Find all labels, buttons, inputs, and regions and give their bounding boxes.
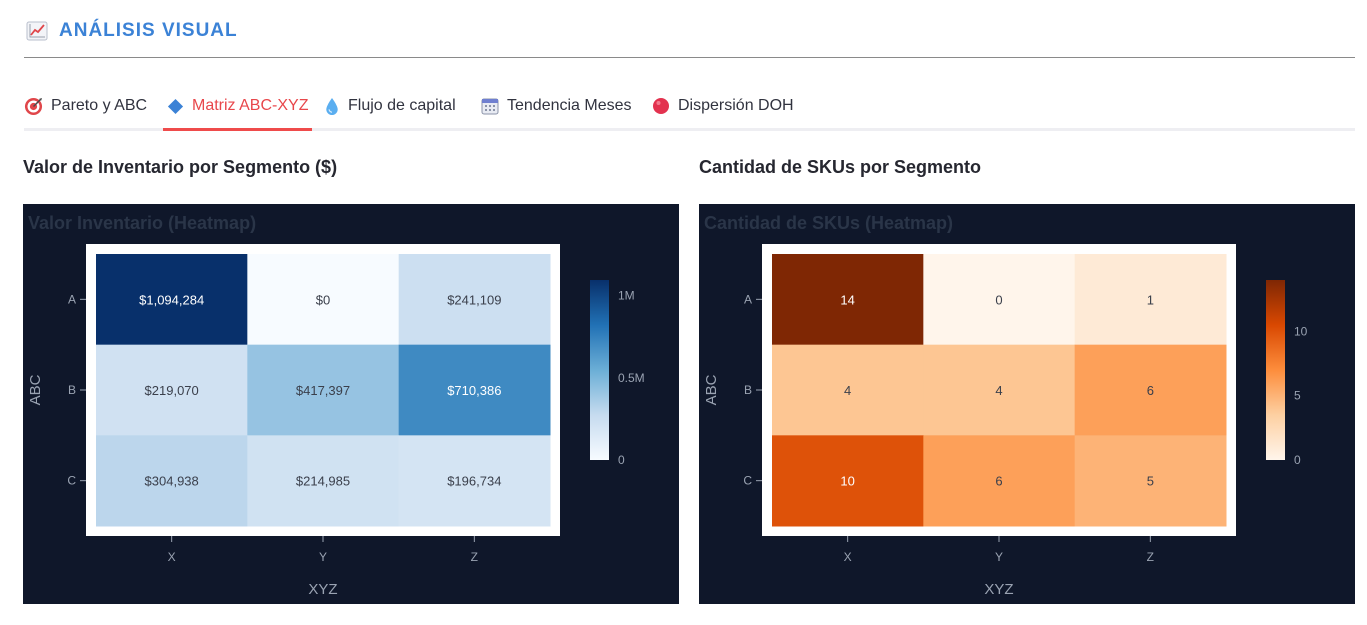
blue-diamond-icon: [167, 98, 184, 114]
y-tick-label: C: [743, 474, 752, 488]
x-tick-label: Z: [1147, 550, 1154, 564]
tab-flujo-capital[interactable]: Flujo de capital: [324, 84, 456, 128]
y-tick-label: B: [68, 383, 76, 397]
tab-label: Matriz ABC-XYZ: [192, 97, 309, 114]
cell-label-CY: $214,985: [296, 474, 350, 489]
cell-label-BZ: 6: [1147, 383, 1154, 398]
colorbar: [590, 280, 609, 460]
cell-label-CX: 10: [840, 474, 854, 489]
calendar-icon: [481, 98, 499, 115]
heatmap-cell-AY[interactable]: [247, 254, 400, 346]
colorbar: [1266, 280, 1285, 460]
colorbar-tick-label: 5: [1294, 389, 1301, 403]
valor-inventario-heatmap-panel: Valor Inventario (Heatmap) $1,094,284 $0 $2…: [23, 204, 679, 604]
chart-title-0: Valor Inventario (Heatmap): [28, 213, 256, 233]
tab-label: Dispersión DOH: [678, 97, 794, 114]
tab-label: Pareto y ABC: [51, 97, 148, 114]
heatmap-cell-BX[interactable]: [96, 344, 248, 436]
y-axis-title: ABC: [703, 374, 720, 405]
tab-matriz-abc-xyz[interactable]: Matriz ABC-XYZ: [163, 84, 313, 131]
colorbar-tick-label: 10: [1294, 324, 1308, 338]
cell-label-AZ: $241,109: [447, 292, 501, 307]
colorbar-tick-label: 0: [1294, 453, 1301, 467]
cell-label-BY: 4: [995, 383, 1002, 398]
page-title: ANÁLISIS VISUAL: [59, 20, 238, 41]
heatmap-cell-AY[interactable]: [923, 254, 1076, 346]
cantidad-skus-heatmap-panel: Cantidad de SKUs (Heatmap) 14 0 1 4 4 6 10 6 5 A B C…: [699, 204, 1355, 604]
y-tick-label: A: [68, 292, 76, 306]
heatmap-cell-CZ[interactable]: [398, 435, 551, 527]
heatmap-cell-CX[interactable]: [96, 435, 248, 527]
heatmap-cell-CY[interactable]: [247, 435, 400, 527]
heatmap-cell-CZ[interactable]: [1074, 435, 1227, 527]
heatmap-cell-CX[interactable]: [772, 435, 924, 527]
chart-title-1: Cantidad de SKUs (Heatmap): [704, 213, 953, 233]
cell-label-AY: 0: [995, 292, 1002, 307]
cell-label-AZ: 1: [1147, 292, 1154, 307]
cell-label-BZ: $710,386: [447, 383, 501, 398]
droplet-icon: [326, 97, 338, 115]
target-icon: [24, 97, 43, 115]
cell-label-CY: 6: [995, 474, 1002, 489]
section-title-valor-inventario: Valor de Inventario por Segmento ($): [23, 157, 338, 177]
cell-label-CX: $304,938: [145, 474, 199, 489]
cell-label-BY: $417,397: [296, 383, 350, 398]
tab-bar: Pareto y ABC Matriz ABC-XYZ Flujo de cap…: [24, 84, 1355, 131]
cell-label-AX: 14: [840, 292, 854, 307]
tab-label: Flujo de capital: [348, 97, 456, 114]
valor-inventario-heatmap: Valor Inventario (Heatmap) $1,094,284 $0 $2…: [27, 213, 645, 598]
tab-pareto-abc[interactable]: Pareto y ABC: [24, 84, 147, 128]
cell-label-CZ: 5: [1147, 474, 1154, 489]
x-tick-label: X: [844, 550, 852, 564]
y-tick-label: B: [744, 383, 752, 397]
cell-label-AX: $1,094,284: [139, 292, 204, 307]
x-axis-title: XYZ: [308, 581, 337, 598]
heatmap-cell-AX[interactable]: [96, 254, 248, 346]
red-circle-icon: [653, 98, 669, 114]
cantidad-skus-heatmap: Cantidad de SKUs (Heatmap)14 0 14 4 610 6 5ABC…: [703, 213, 1308, 598]
x-tick-label: X: [168, 550, 176, 564]
section-title-cantidad-skus: Cantidad de SKUs por Segmento: [699, 157, 982, 177]
x-axis-title: XYZ: [984, 581, 1013, 598]
heatmap-cell-BZ[interactable]: [398, 344, 551, 436]
heatmap-cell-BY[interactable]: [247, 344, 400, 436]
colorbar-tick-label: 0.5M: [618, 371, 645, 385]
heatmap-cell-AX[interactable]: [772, 254, 924, 346]
page-header: ANÁLISIS VISUAL: [24, 18, 1355, 58]
heatmap-cell-AZ[interactable]: [1074, 254, 1227, 346]
x-tick-label: Y: [995, 550, 1003, 564]
cell-label-BX: $219,070: [145, 383, 199, 398]
colorbar-tick-label: 0: [618, 453, 625, 467]
cell-label-BX: 4: [844, 383, 851, 398]
colorbar-tick-label: 1M: [618, 289, 635, 303]
y-tick-label: A: [744, 292, 752, 306]
x-tick-label: Z: [471, 550, 478, 564]
chart-increasing-icon: [26, 21, 48, 41]
heatmap-cell-BZ[interactable]: [1074, 344, 1227, 436]
heatmap-cell-CY[interactable]: [923, 435, 1076, 527]
tab-label: Tendencia Meses: [507, 97, 632, 114]
cell-label-CZ: $196,734: [447, 474, 501, 489]
heatmap-cell-BX[interactable]: [772, 344, 924, 436]
cell-label-AY: $0: [316, 292, 330, 307]
y-axis-title: ABC: [27, 374, 44, 405]
tab-tendencia-meses[interactable]: Tendencia Meses: [481, 84, 632, 128]
tab-dispersion-doh[interactable]: Dispersión DOH: [652, 84, 794, 128]
heatmap-cell-BY[interactable]: [923, 344, 1076, 436]
y-tick-label: C: [67, 474, 76, 488]
x-tick-label: Y: [319, 550, 327, 564]
heatmap-cell-AZ[interactable]: [398, 254, 551, 346]
